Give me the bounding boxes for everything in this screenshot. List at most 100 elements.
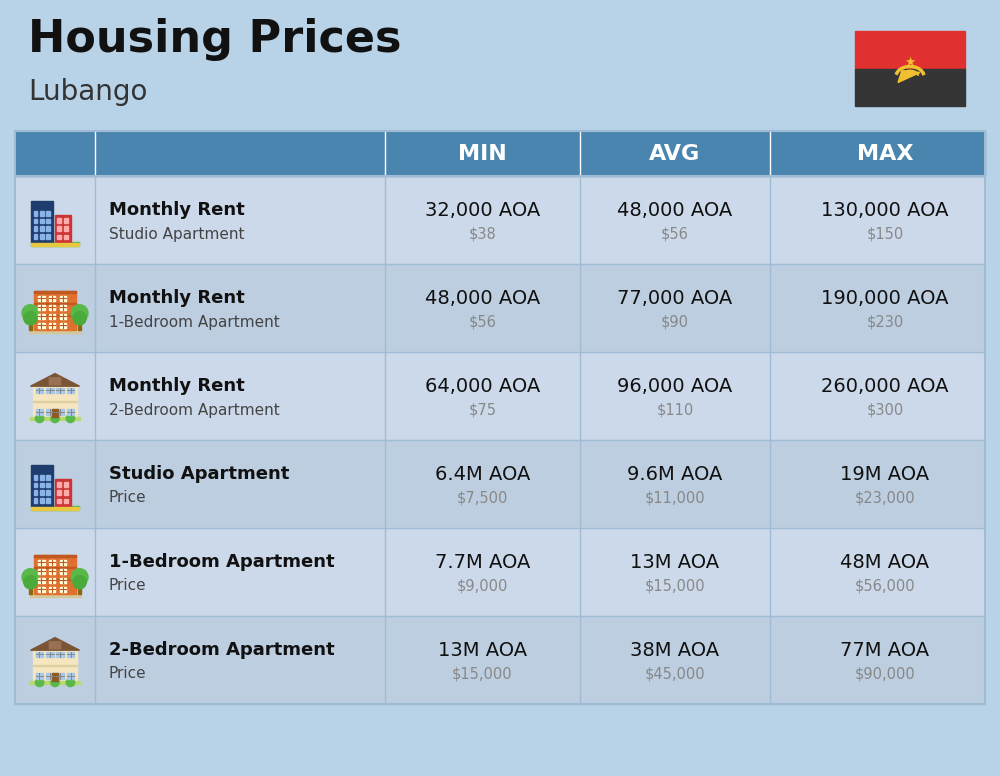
FancyBboxPatch shape [855, 68, 965, 106]
FancyBboxPatch shape [36, 410, 43, 415]
Text: 48M AOA: 48M AOA [840, 553, 930, 571]
FancyBboxPatch shape [46, 483, 50, 487]
Text: 96,000 AOA: 96,000 AOA [617, 376, 733, 396]
FancyBboxPatch shape [38, 587, 44, 591]
FancyBboxPatch shape [46, 410, 54, 415]
FancyBboxPatch shape [55, 215, 71, 242]
FancyBboxPatch shape [36, 652, 43, 657]
Text: $90,000: $90,000 [855, 667, 915, 681]
FancyBboxPatch shape [15, 264, 985, 352]
FancyBboxPatch shape [31, 244, 79, 246]
FancyBboxPatch shape [34, 315, 76, 316]
FancyBboxPatch shape [60, 577, 66, 583]
FancyBboxPatch shape [34, 291, 76, 293]
FancyBboxPatch shape [40, 211, 44, 216]
Circle shape [71, 305, 88, 321]
FancyBboxPatch shape [29, 584, 32, 594]
Text: 190,000 AOA: 190,000 AOA [821, 289, 949, 307]
FancyBboxPatch shape [52, 673, 58, 681]
FancyBboxPatch shape [60, 296, 66, 300]
FancyBboxPatch shape [30, 681, 80, 684]
FancyBboxPatch shape [30, 594, 80, 597]
Text: $110: $110 [656, 403, 694, 417]
Text: $75: $75 [468, 403, 496, 417]
FancyBboxPatch shape [78, 320, 81, 330]
Circle shape [35, 414, 44, 423]
Circle shape [35, 678, 44, 687]
Text: 48,000 AOA: 48,000 AOA [617, 200, 733, 220]
FancyBboxPatch shape [38, 296, 44, 300]
FancyBboxPatch shape [38, 577, 44, 583]
FancyBboxPatch shape [34, 290, 76, 330]
Text: 1-Bedroom Apartment: 1-Bedroom Apartment [109, 314, 280, 330]
FancyBboxPatch shape [56, 387, 64, 393]
Polygon shape [30, 638, 79, 650]
FancyBboxPatch shape [60, 587, 66, 591]
Text: 64,000 AOA: 64,000 AOA [425, 376, 540, 396]
FancyBboxPatch shape [31, 242, 79, 246]
Text: ★: ★ [904, 56, 916, 69]
FancyBboxPatch shape [31, 465, 53, 507]
Polygon shape [898, 71, 920, 82]
FancyBboxPatch shape [34, 579, 76, 580]
Text: 77,000 AOA: 77,000 AOA [617, 289, 733, 307]
FancyBboxPatch shape [33, 386, 77, 417]
FancyBboxPatch shape [49, 559, 55, 564]
FancyBboxPatch shape [60, 323, 66, 327]
FancyBboxPatch shape [34, 483, 37, 487]
Text: Monthly Rent: Monthly Rent [109, 201, 245, 219]
FancyBboxPatch shape [49, 642, 61, 649]
FancyBboxPatch shape [34, 555, 76, 594]
Text: 9.6M AOA: 9.6M AOA [627, 465, 723, 483]
FancyBboxPatch shape [49, 323, 55, 327]
FancyBboxPatch shape [34, 219, 37, 223]
FancyBboxPatch shape [15, 616, 985, 704]
FancyBboxPatch shape [57, 482, 61, 487]
Text: 48,000 AOA: 48,000 AOA [425, 289, 540, 307]
Circle shape [22, 305, 39, 321]
FancyBboxPatch shape [15, 528, 985, 616]
Polygon shape [30, 373, 79, 386]
FancyBboxPatch shape [33, 665, 77, 667]
FancyBboxPatch shape [64, 234, 68, 239]
Circle shape [73, 576, 86, 589]
FancyBboxPatch shape [40, 219, 44, 223]
FancyBboxPatch shape [40, 227, 44, 231]
Text: 2-Bedroom Apartment: 2-Bedroom Apartment [109, 403, 280, 417]
FancyBboxPatch shape [34, 303, 76, 304]
Text: $56,000: $56,000 [855, 578, 915, 594]
FancyBboxPatch shape [46, 211, 50, 216]
FancyBboxPatch shape [49, 305, 55, 310]
Text: $90: $90 [661, 314, 689, 330]
FancyBboxPatch shape [67, 410, 74, 415]
FancyBboxPatch shape [855, 31, 965, 68]
FancyBboxPatch shape [40, 475, 44, 480]
FancyBboxPatch shape [46, 219, 50, 223]
Circle shape [51, 678, 59, 687]
FancyBboxPatch shape [60, 569, 66, 573]
FancyBboxPatch shape [38, 314, 44, 318]
Text: 2-Bedroom Apartment: 2-Bedroom Apartment [109, 641, 335, 659]
FancyBboxPatch shape [49, 378, 61, 385]
FancyBboxPatch shape [64, 227, 68, 231]
Circle shape [73, 312, 86, 325]
Text: $23,000: $23,000 [855, 490, 915, 505]
Text: 6.4M AOA: 6.4M AOA [435, 465, 530, 483]
FancyBboxPatch shape [60, 559, 66, 564]
FancyBboxPatch shape [33, 650, 77, 681]
Circle shape [51, 414, 59, 423]
Text: $150: $150 [866, 227, 904, 241]
FancyBboxPatch shape [57, 234, 61, 239]
Text: $56: $56 [469, 314, 496, 330]
FancyBboxPatch shape [40, 498, 44, 503]
FancyBboxPatch shape [56, 652, 64, 657]
FancyBboxPatch shape [46, 490, 50, 495]
FancyBboxPatch shape [64, 482, 68, 487]
Text: 19M AOA: 19M AOA [840, 465, 930, 483]
Text: $11,000: $11,000 [645, 490, 705, 505]
Text: $300: $300 [866, 403, 904, 417]
FancyBboxPatch shape [34, 211, 37, 216]
FancyBboxPatch shape [15, 440, 985, 528]
FancyBboxPatch shape [40, 483, 44, 487]
Text: Price: Price [109, 667, 147, 681]
